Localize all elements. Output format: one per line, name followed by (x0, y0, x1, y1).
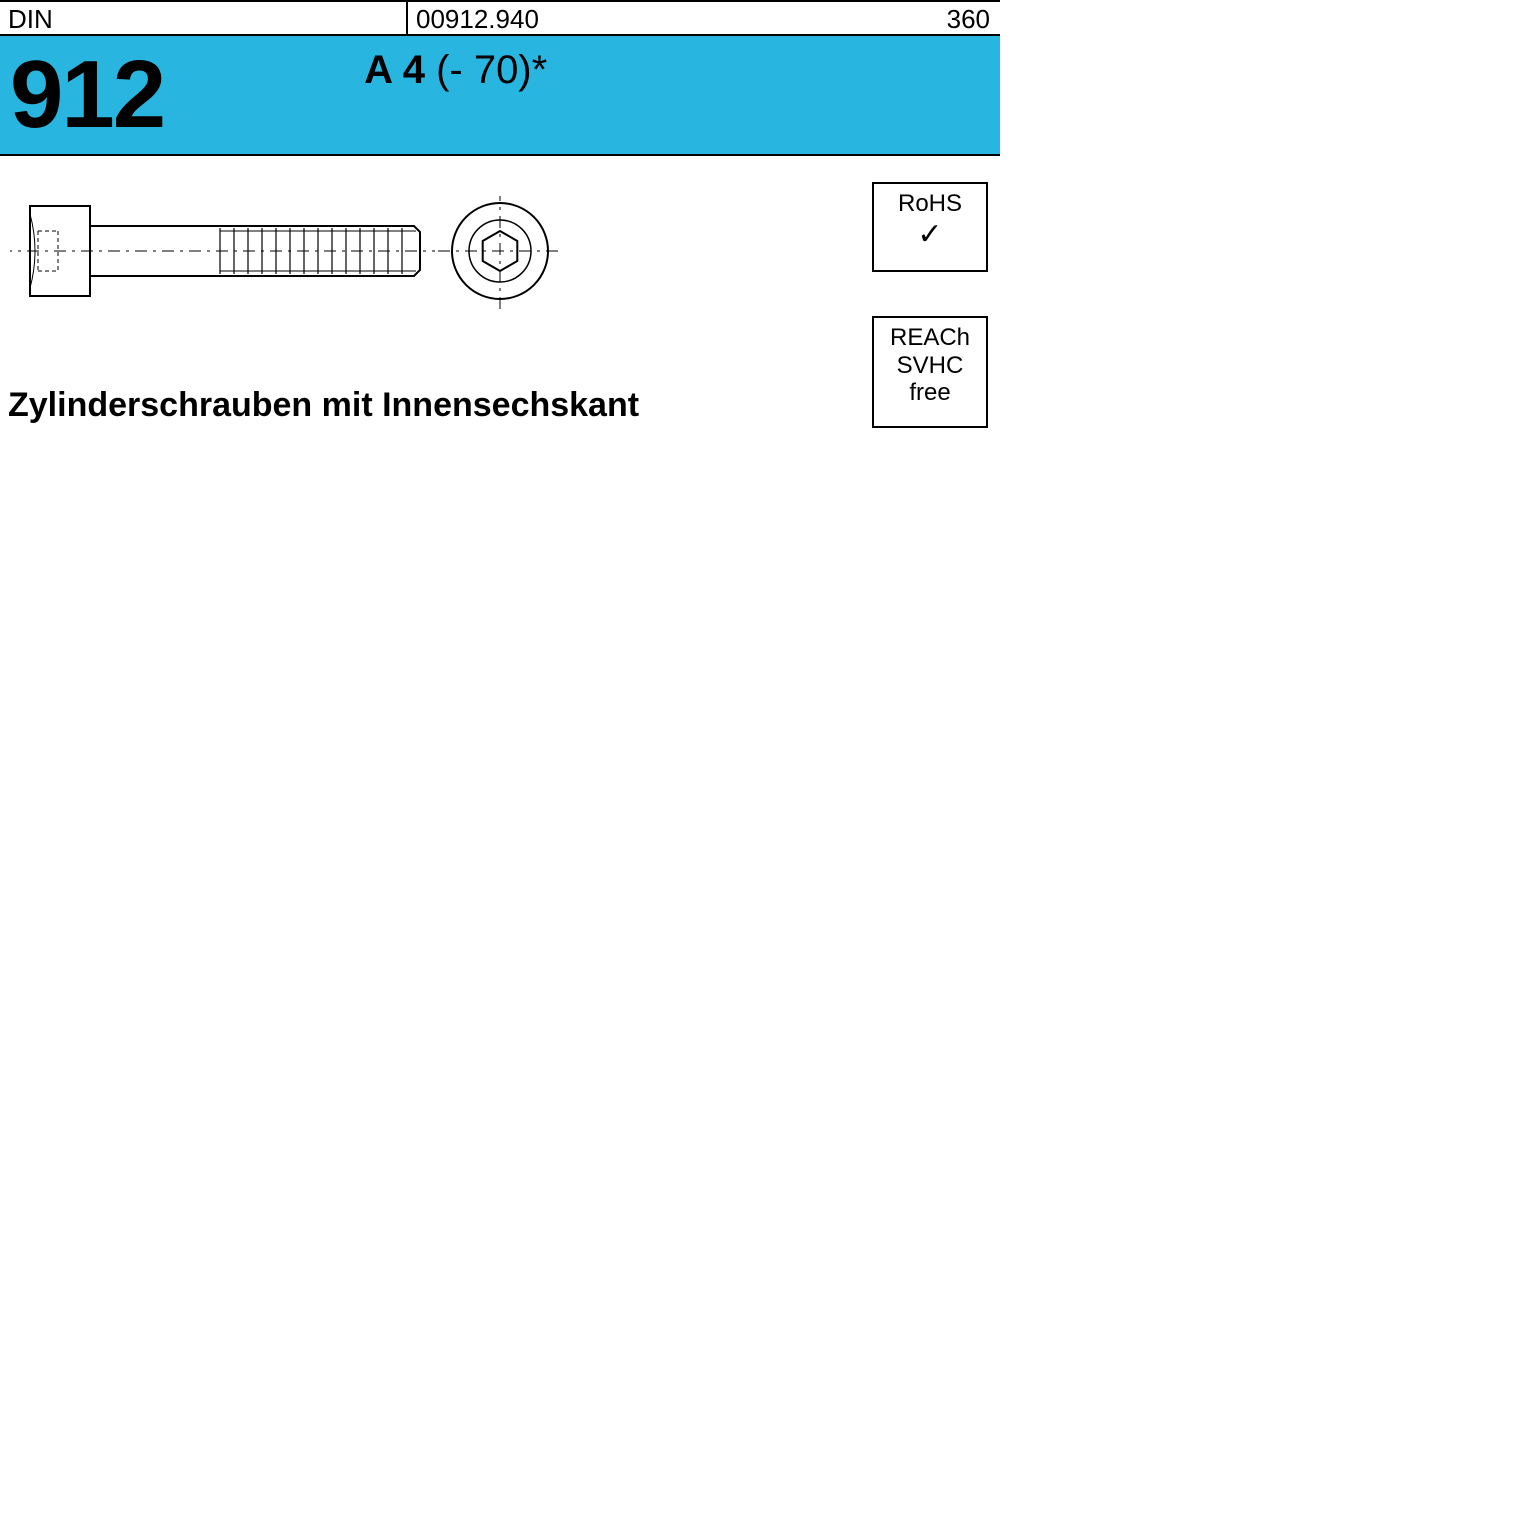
material-code: A 4 (364, 48, 425, 92)
header-standard-label: DIN (0, 2, 408, 34)
header-code: 00912.940 (408, 2, 930, 34)
header-row: DIN 00912.940 360 (0, 2, 1000, 36)
reach-line3: free (878, 379, 982, 407)
title-band: 912 A 4 (- 70)* (0, 36, 1000, 156)
material-spec: A 4 (- 70)* (364, 48, 547, 93)
technical-drawing (10, 196, 570, 316)
product-description: Zylinderschrauben mit Innensechskant (8, 386, 639, 425)
standard-number: 912 (0, 47, 164, 143)
header-page-ref: 360 (930, 2, 1000, 34)
rohs-label: RoHS (878, 190, 982, 218)
reach-line1: REACh (878, 324, 982, 352)
rohs-badge: RoHS ✓ (872, 182, 988, 272)
check-icon: ✓ (878, 218, 982, 253)
material-suffix: (- 70)* (436, 48, 547, 92)
reach-badge: REACh SVHC free (872, 316, 988, 428)
reach-line2: SVHC (878, 352, 982, 380)
content-area: Zylinderschrauben mit Innensechskant RoH… (0, 156, 1000, 486)
